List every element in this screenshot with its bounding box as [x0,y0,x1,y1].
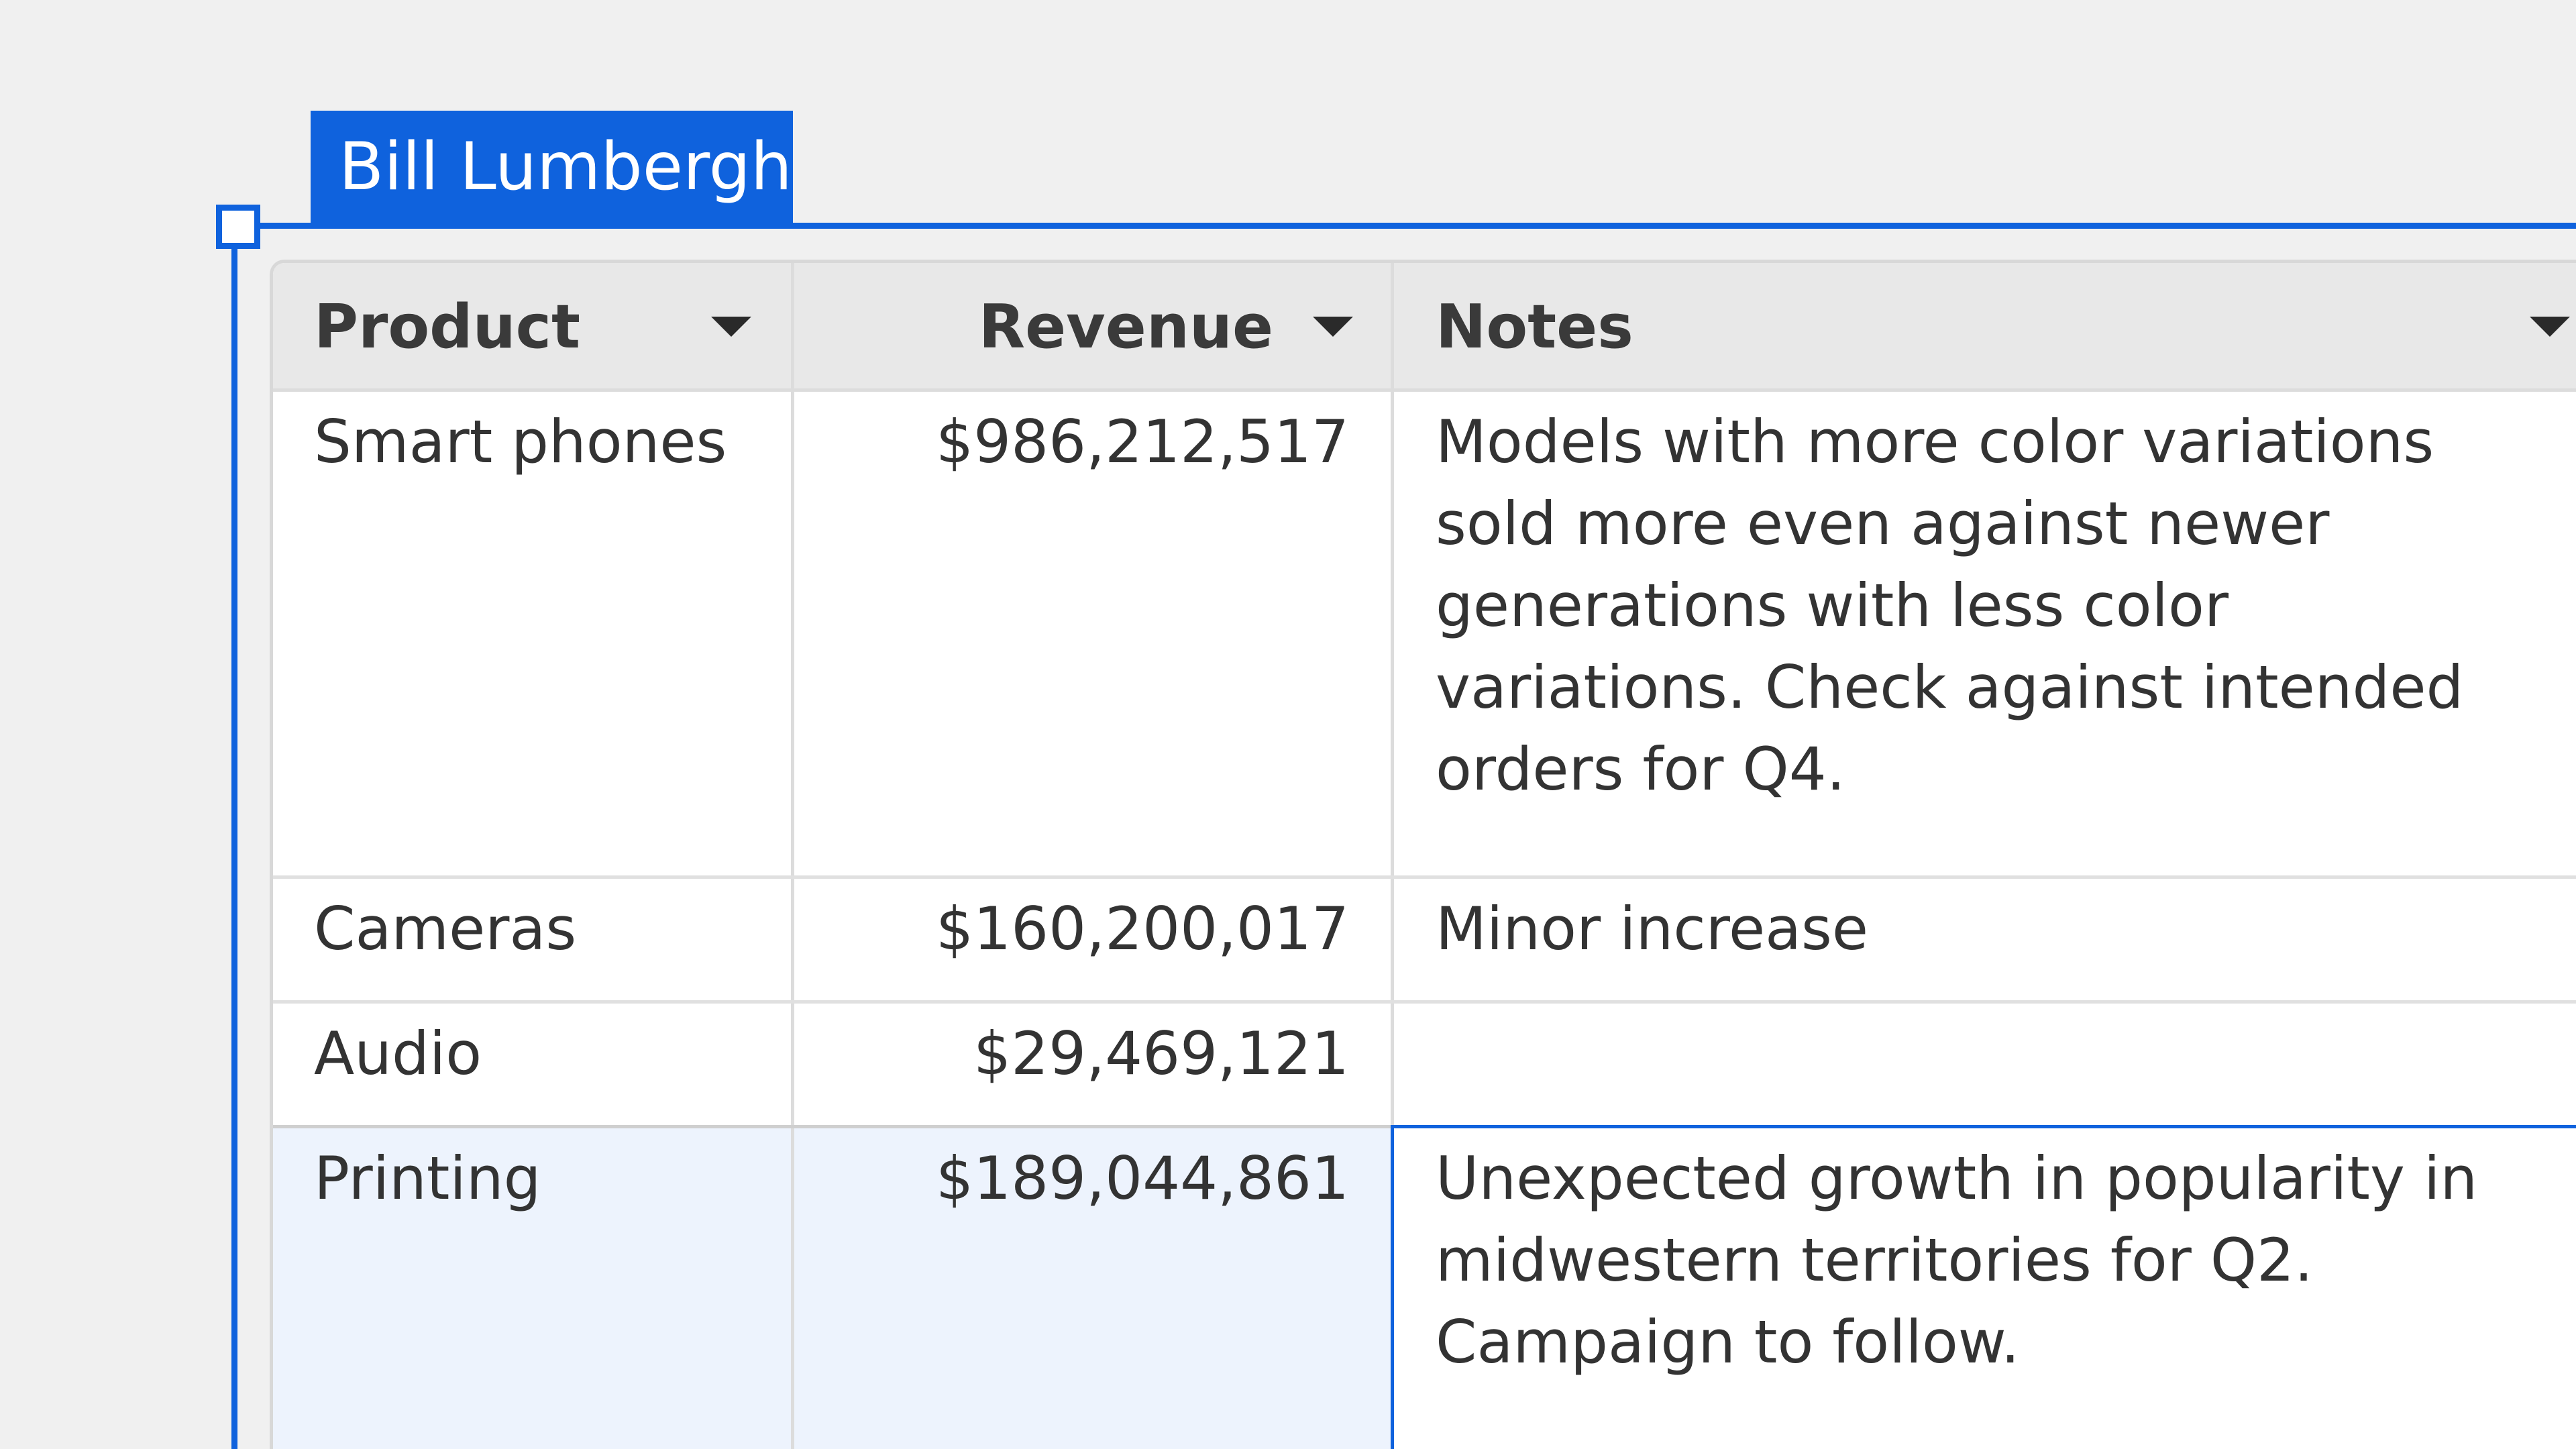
revenue-cell[interactable]: $189,044,861 [794,1128,1394,1449]
product-cell[interactable]: Printing [273,1128,794,1449]
selection-frame-left [231,223,237,1449]
notes-cell[interactable]: Minor increase [1436,894,1869,963]
column-header-label: Revenue [978,292,1273,362]
column-header-revenue[interactable]: Revenue [794,263,1394,388]
chevron-down-icon[interactable] [2530,317,2570,337]
column-header-notes[interactable]: Notes [1394,263,2576,388]
table-row: Audio $29,469,121 [273,1004,2576,1128]
chevron-down-icon[interactable] [1313,317,1353,337]
selection-resize-handle[interactable] [216,205,260,249]
column-header-label: Notes [1436,292,1633,362]
selection-frame-top [231,223,2576,229]
notes-cell[interactable] [1394,1004,2576,1125]
column-header-product[interactable]: Product [273,263,794,388]
table-row: Smart phones $986,212,517 Models with mo… [273,392,2576,879]
product-cell[interactable]: Audio [273,1004,794,1125]
column-header-label: Product [314,292,581,362]
data-table: Product Revenue Notes Smart phones $986,… [270,260,2576,1449]
product-cell[interactable]: Cameras [273,879,794,1000]
revenue-cell[interactable]: $160,200,017 [794,879,1394,1000]
table-row-selected: Printing $189,044,861 Unexpected growth … [273,1128,2576,1449]
notes-cell-active[interactable]: Unexpected growth in popularity in midwe… [1436,1144,2478,1377]
collaborator-name-tag: Bill Lumbergh [311,111,793,223]
notes-cell[interactable]: Models with more color variations sold m… [1436,407,2464,804]
chevron-down-icon[interactable] [711,317,751,337]
table-row: Cameras $160,200,017 Minor increase [273,879,2576,1004]
product-cell[interactable]: Smart phones [273,392,794,875]
table-header-row: Product Revenue Notes [273,263,2576,392]
revenue-cell[interactable]: $986,212,517 [794,392,1394,875]
revenue-cell[interactable]: $29,469,121 [794,1004,1394,1125]
